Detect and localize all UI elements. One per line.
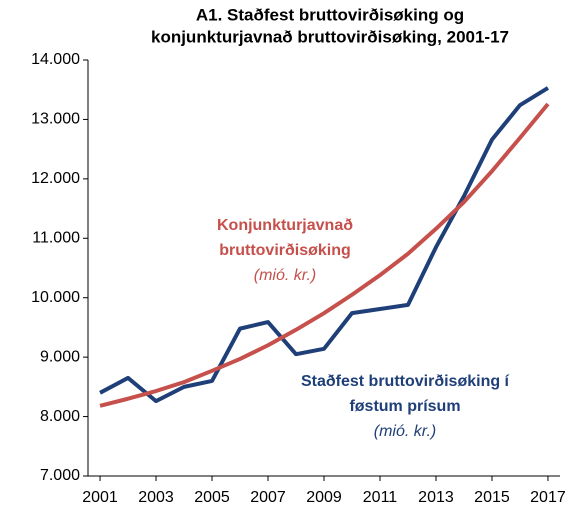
y-tick-label: 14.000 [31, 51, 80, 68]
series-line [99, 102, 550, 408]
annotation: Konjunkturjavnað [217, 217, 353, 234]
x-tick-label: 2003 [138, 489, 174, 506]
x-tick-label: 2013 [418, 489, 454, 506]
x-tick-label: 2017 [530, 489, 566, 506]
chart-title: konjunkturjavnað bruttovirðisøking, 2001… [151, 27, 509, 46]
annotation: føstum prísum [349, 398, 460, 415]
y-tick-label: 10.000 [31, 289, 80, 306]
y-tick-label: 12.000 [31, 170, 80, 187]
x-tick-label: 2001 [82, 489, 118, 506]
x-tick-label: 2011 [363, 489, 398, 506]
annotation: Staðfest bruttovirðisøking í [301, 373, 510, 390]
y-tick-label: 11.000 [32, 230, 80, 247]
x-tick-label: 2009 [306, 489, 342, 506]
x-tick-label: 2015 [474, 489, 510, 506]
series-line [99, 86, 550, 404]
x-tick-label: 2005 [194, 489, 230, 506]
y-tick-label: 9.000 [40, 348, 80, 365]
annotation: bruttovirðisøking [219, 242, 351, 259]
chart-title: A1. Staðfest bruttovirðisøking og [196, 5, 464, 24]
y-tick-label: 7.000 [40, 467, 80, 484]
annotation: (mió. kr.) [254, 267, 317, 284]
y-tick-label: 13.000 [31, 111, 80, 128]
x-tick-label: 2007 [250, 489, 286, 506]
y-tick-label: 8.000 [40, 408, 80, 425]
annotation: (mió. kr.) [374, 423, 437, 440]
